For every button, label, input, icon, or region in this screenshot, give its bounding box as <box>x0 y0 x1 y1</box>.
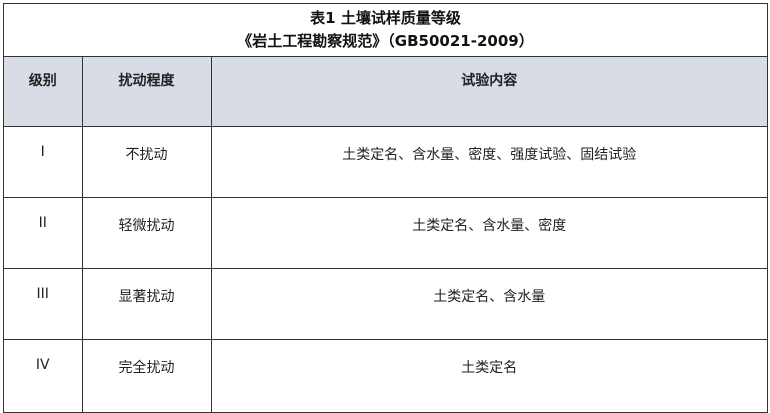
disturbance-cell: 完全扰动 <box>81 339 212 412</box>
grade-cell: I <box>4 126 83 198</box>
disturbance-cell: 不扰动 <box>81 126 212 198</box>
grade-cell: II <box>4 197 83 269</box>
title-line-2: 《岩土工程勘察规范》（GB50021-2009） <box>237 32 534 50</box>
table-row: IV 完全扰动 土类定名 <box>4 339 767 412</box>
header-row: 级别 扰动程度 试验内容 <box>4 57 767 127</box>
test-content-cell: 土类定名 <box>210 339 767 412</box>
disturbance-cell: 显著扰动 <box>81 268 212 340</box>
test-content-cell: 土类定名、含水量 <box>210 268 767 340</box>
table-row: III 显著扰动 土类定名、含水量 <box>4 268 767 340</box>
column-header: 扰动程度 <box>81 57 212 127</box>
soil-sample-quality-table: 表1 土壤试样质量等级 《岩土工程勘察规范》（GB50021-2009） 级别 … <box>3 3 768 413</box>
column-header: 试验内容 <box>210 57 767 127</box>
column-header: 级别 <box>4 57 83 127</box>
table-row: I 不扰动 土类定名、含水量、密度、强度试验、固结试验 <box>4 126 767 198</box>
grade-cell: III <box>4 268 83 340</box>
disturbance-cell: 轻微扰动 <box>81 197 212 269</box>
title-line-1: 表1 土壤试样质量等级 <box>310 9 461 27</box>
grade-cell: IV <box>4 339 83 412</box>
test-content-cell: 土类定名、含水量、密度 <box>210 197 767 269</box>
test-content-cell: 土类定名、含水量、密度、强度试验、固结试验 <box>210 126 767 198</box>
table-row: II 轻微扰动 土类定名、含水量、密度 <box>4 197 767 269</box>
table-title: 表1 土壤试样质量等级 《岩土工程勘察规范》（GB50021-2009） <box>4 4 767 57</box>
